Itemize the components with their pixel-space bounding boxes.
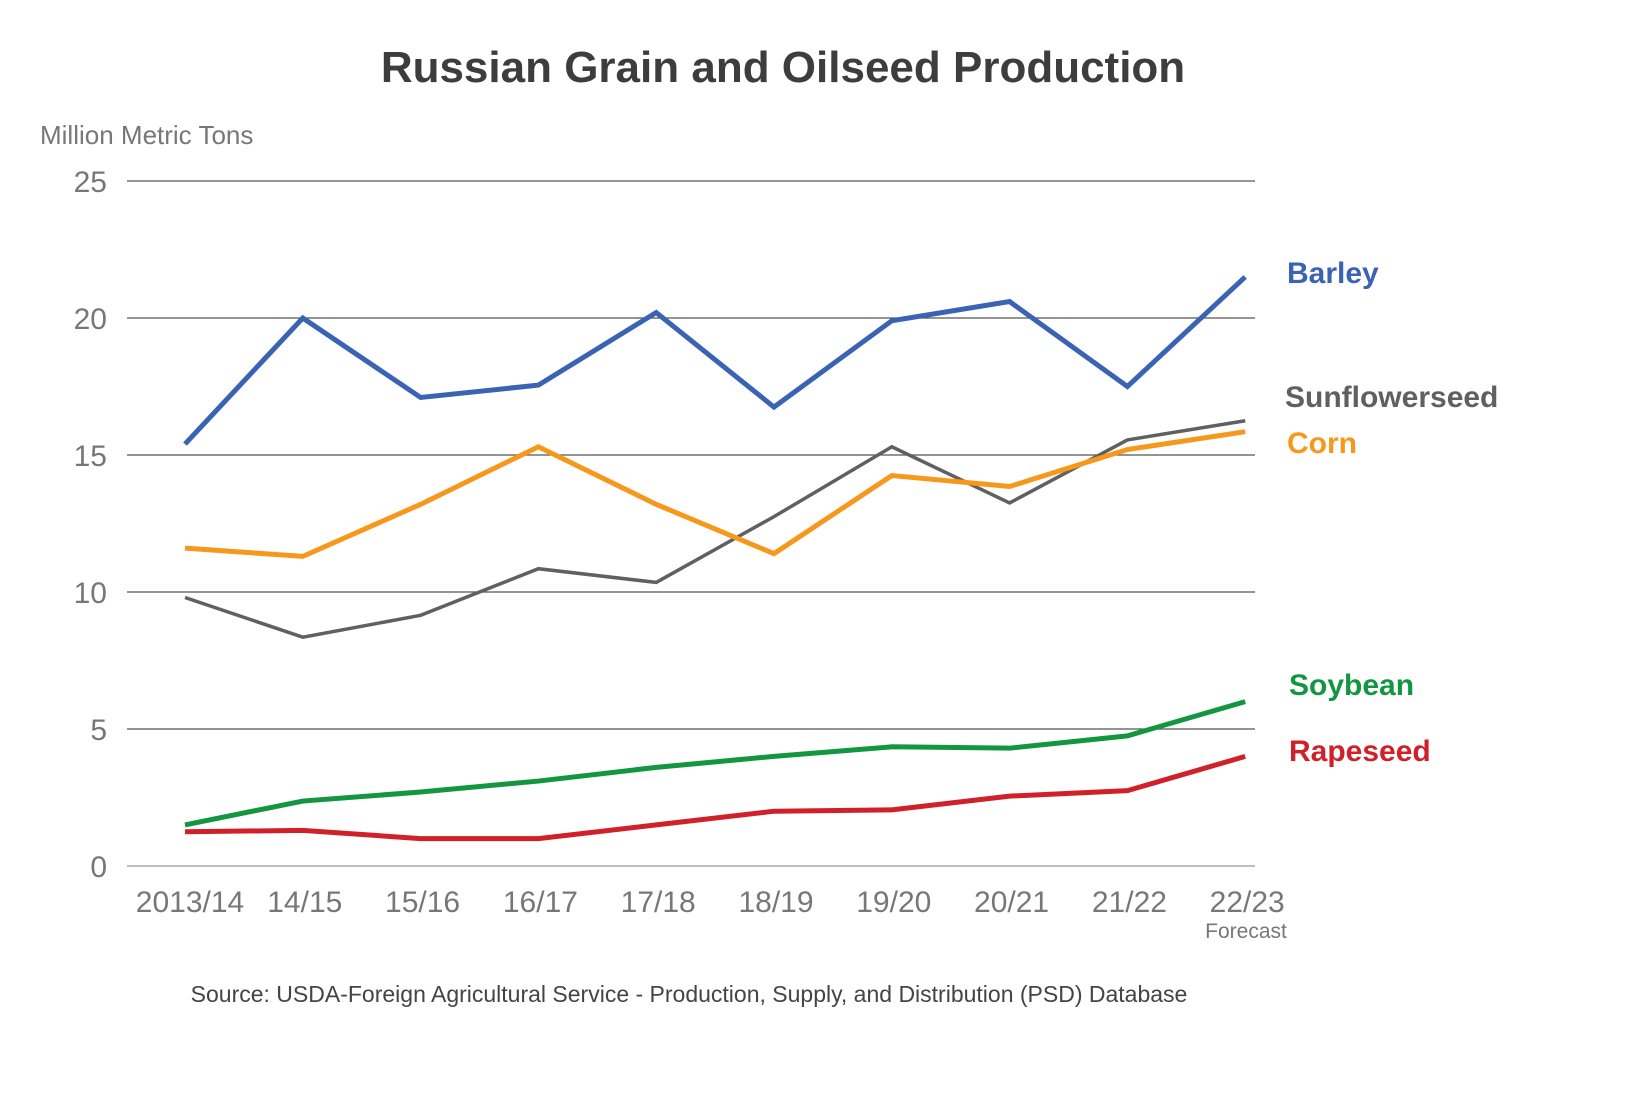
- x-tick-label: 19/20: [856, 886, 931, 919]
- series-label-rapeseed: Rapeseed: [1289, 735, 1431, 768]
- y-tick-label: 15: [74, 440, 107, 473]
- y-tick-label: 5: [90, 714, 107, 747]
- x-tick-label: 21/22: [1092, 886, 1167, 919]
- x-tick-label: 18/19: [738, 886, 813, 919]
- x-tick-label: 15/16: [385, 886, 460, 919]
- series-label-soybean: Soybean: [1289, 669, 1414, 702]
- y-tick-label: 25: [74, 166, 107, 199]
- series-label-corn: Corn: [1287, 427, 1357, 460]
- series-line-soybean: [184, 699, 1246, 828]
- x-tick-label: 20/21: [974, 886, 1049, 919]
- y-tick-label: 0: [90, 851, 107, 884]
- forecast-note: Forecast: [1205, 920, 1287, 943]
- series-label-sunflowerseed: Sunflowerseed: [1285, 381, 1498, 414]
- chart-title: Russian Grain and Oilseed Production: [381, 43, 1185, 92]
- y-tick-label: 10: [74, 577, 107, 610]
- source-note: Source: USDA-Foreign Agricultural Servic…: [191, 981, 1188, 1007]
- series-line-corn: [184, 429, 1246, 559]
- x-tick-label: 16/17: [503, 886, 578, 919]
- y-axis-label: Million Metric Tons: [40, 120, 253, 150]
- x-tick-label: 17/18: [621, 886, 696, 919]
- series-line-rapeseed: [184, 753, 1246, 842]
- series-line-sunflowerseed: [184, 419, 1246, 640]
- series-line-barley: [183, 275, 1247, 446]
- x-tick-label: 2013/14: [136, 886, 244, 919]
- y-tick-label: 20: [74, 303, 107, 336]
- x-tick-label: 14/15: [267, 886, 342, 919]
- x-tick-label: 22/23: [1210, 886, 1285, 919]
- series-label-barley: Barley: [1287, 257, 1379, 290]
